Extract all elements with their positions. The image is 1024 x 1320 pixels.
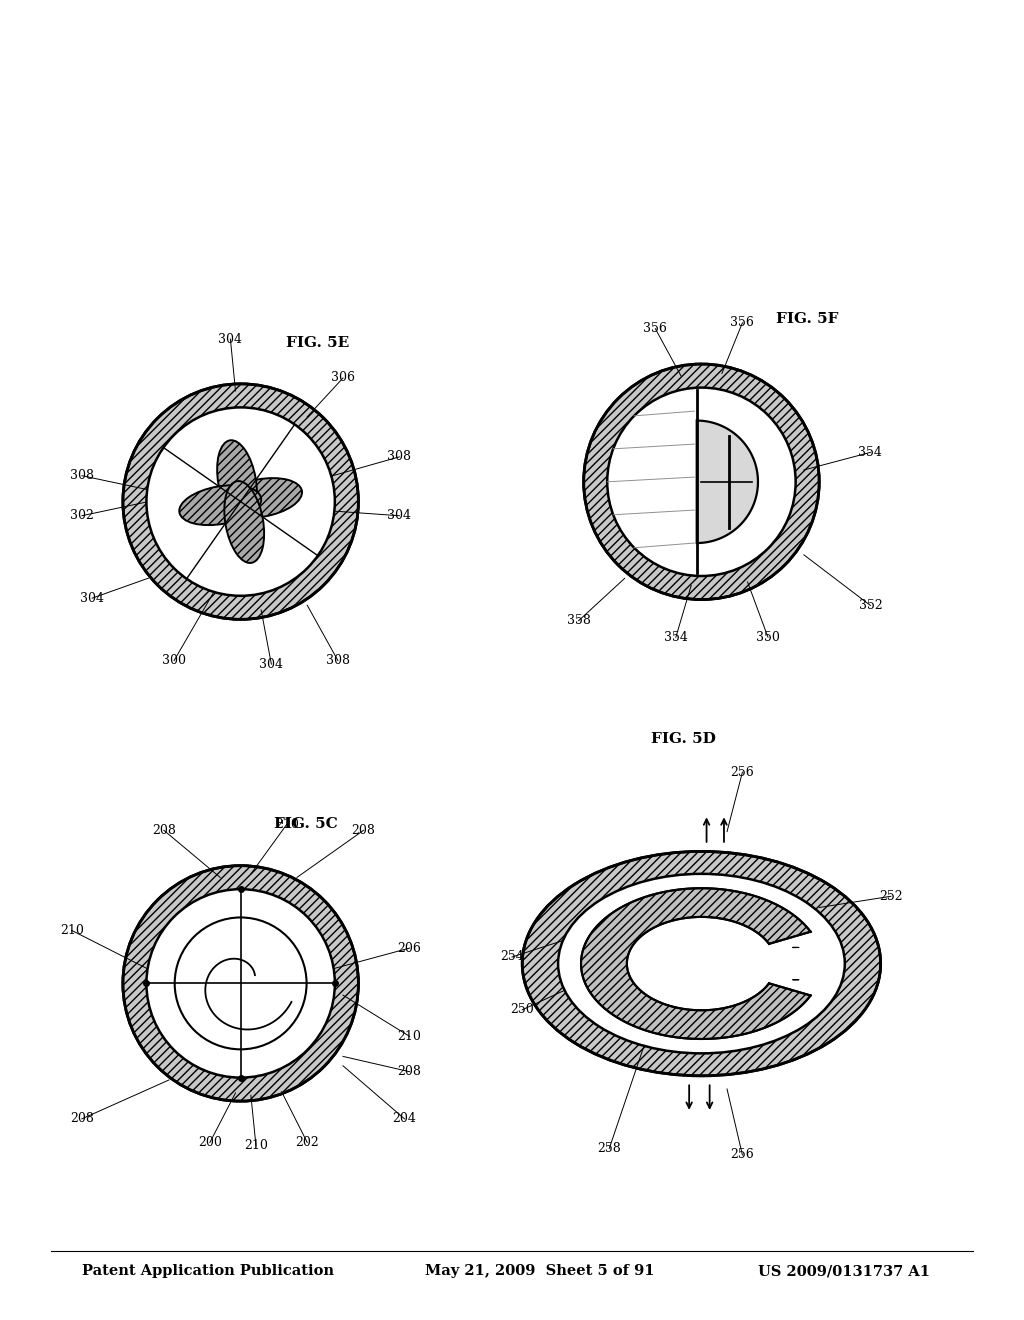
Text: May 21, 2009  Sheet 5 of 91: May 21, 2009 Sheet 5 of 91 [425,1265,654,1278]
Text: 208: 208 [152,824,176,837]
Text: 210: 210 [397,1030,422,1043]
Text: 304: 304 [259,657,284,671]
Text: 356: 356 [643,322,668,335]
Ellipse shape [220,478,302,517]
Ellipse shape [179,486,261,525]
Text: 204: 204 [392,1113,417,1126]
Text: 354: 354 [664,631,688,644]
Text: 258: 258 [597,1142,622,1155]
Text: 300: 300 [162,655,186,667]
Text: FIG. 5E: FIG. 5E [286,335,349,350]
Text: 250: 250 [510,1003,535,1016]
Text: FIG. 5F: FIG. 5F [776,313,839,326]
Text: 302: 302 [70,510,94,523]
Text: US 2009/0131737 A1: US 2009/0131737 A1 [758,1265,930,1278]
Text: 208: 208 [397,1065,422,1078]
Text: 208: 208 [70,1113,94,1126]
Text: 308: 308 [326,655,350,667]
Text: 210: 210 [274,818,299,830]
Text: 354: 354 [858,446,883,459]
Text: 308: 308 [70,469,94,482]
Ellipse shape [522,851,881,1076]
Text: 304: 304 [387,510,412,523]
Text: 210: 210 [59,924,84,937]
Circle shape [175,917,306,1049]
Circle shape [146,890,335,1077]
Text: Patent Application Publication: Patent Application Publication [82,1265,334,1278]
Ellipse shape [224,480,264,562]
Text: 208: 208 [351,824,376,837]
Polygon shape [696,421,758,543]
Text: 200: 200 [198,1137,222,1148]
Polygon shape [581,888,811,1039]
Text: FIG. 5D: FIG. 5D [651,733,716,746]
Text: FIG. 5C: FIG. 5C [273,817,337,832]
Text: 202: 202 [295,1137,319,1148]
Text: 308: 308 [387,450,412,463]
Text: 306: 306 [331,371,355,384]
Circle shape [584,364,819,599]
Text: 256: 256 [730,1148,755,1162]
Circle shape [123,384,358,619]
Circle shape [123,866,358,1101]
Ellipse shape [558,874,845,1053]
Text: 350: 350 [756,631,780,644]
Text: 304: 304 [80,591,104,605]
Circle shape [607,388,796,576]
Text: 358: 358 [566,614,591,627]
Text: 356: 356 [730,317,755,329]
Text: 256: 256 [730,766,755,779]
Ellipse shape [217,441,257,523]
Text: 254: 254 [500,950,524,964]
Text: 252: 252 [879,890,903,903]
Text: 210: 210 [244,1139,268,1152]
Circle shape [146,408,335,595]
Text: 352: 352 [858,599,883,612]
Text: 206: 206 [397,941,422,954]
Text: 304: 304 [218,333,243,346]
